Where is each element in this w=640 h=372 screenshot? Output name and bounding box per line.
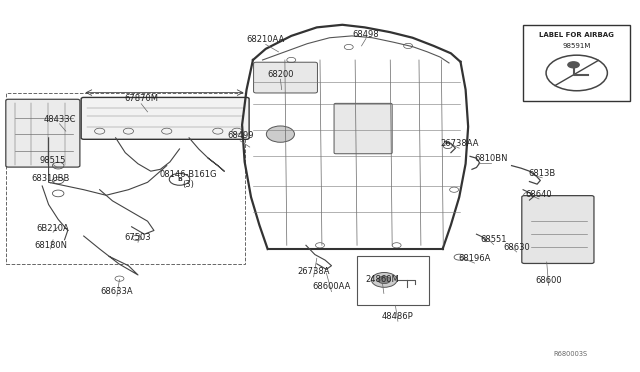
Text: 6B210A: 6B210A — [36, 224, 69, 233]
Text: 6813B: 6813B — [529, 169, 556, 177]
Text: 68210AA: 68210AA — [246, 35, 285, 44]
Text: 26738A: 26738A — [298, 267, 330, 276]
Circle shape — [170, 173, 189, 185]
Text: 08146-B161G: 08146-B161G — [159, 170, 216, 179]
Text: 68633A: 68633A — [100, 287, 133, 296]
Text: LABEL FOR AIRBAG: LABEL FOR AIRBAG — [540, 32, 614, 38]
Text: 68499: 68499 — [227, 131, 253, 141]
Text: 68196A: 68196A — [458, 254, 491, 263]
Text: 68630: 68630 — [503, 243, 530, 251]
FancyBboxPatch shape — [253, 62, 317, 93]
FancyBboxPatch shape — [6, 99, 80, 167]
Text: 98591M: 98591M — [563, 43, 591, 49]
Bar — [523, 25, 630, 101]
Text: 48433C: 48433C — [43, 115, 76, 124]
Text: 67503: 67503 — [125, 233, 151, 243]
Text: 68310BB: 68310BB — [31, 174, 70, 183]
Circle shape — [266, 126, 294, 142]
Text: 67870M: 67870M — [124, 94, 158, 103]
Text: 68600: 68600 — [535, 276, 562, 285]
Text: (3): (3) — [182, 180, 194, 189]
FancyBboxPatch shape — [334, 103, 392, 154]
Bar — [357, 256, 429, 305]
Bar — [6, 93, 245, 264]
Circle shape — [378, 276, 390, 283]
Text: 68498: 68498 — [353, 29, 380, 39]
Circle shape — [371, 272, 397, 287]
Text: 68200: 68200 — [267, 70, 294, 79]
Text: R680003S: R680003S — [553, 350, 588, 356]
Text: 68600AA: 68600AA — [312, 282, 351, 291]
Text: B: B — [177, 177, 182, 182]
Text: 24860M: 24860M — [365, 275, 399, 284]
Text: 68551: 68551 — [481, 235, 507, 244]
Text: 48486P: 48486P — [382, 312, 414, 321]
Text: 26738AA: 26738AA — [440, 139, 479, 148]
Text: 6810BN: 6810BN — [474, 154, 508, 163]
Text: 68640: 68640 — [525, 190, 552, 199]
FancyBboxPatch shape — [81, 97, 249, 139]
FancyBboxPatch shape — [522, 196, 594, 263]
Text: 68180N: 68180N — [34, 241, 67, 250]
Text: 98515: 98515 — [40, 155, 67, 164]
Circle shape — [567, 61, 580, 68]
